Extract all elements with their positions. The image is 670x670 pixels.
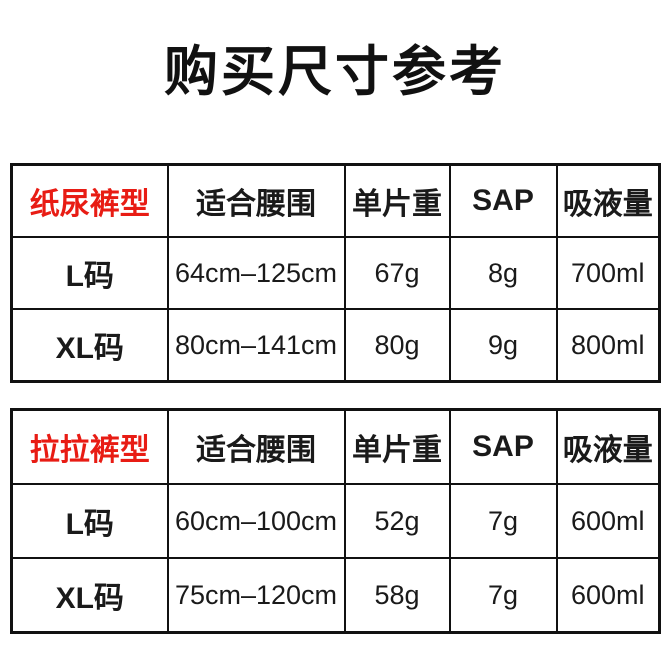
page-title: 购买尺寸参考 [164, 42, 506, 102]
cell-size-label: XL码 [10, 308, 169, 383]
table-row: XL码 80cm–141cm 80g 9g 800ml [10, 308, 661, 383]
cell-absorption: 800ml [555, 308, 661, 383]
cell-piece-weight: 67g [343, 236, 451, 310]
header-sap: SAP [448, 408, 558, 485]
cell-absorption: 600ml [555, 557, 661, 634]
table-header-row: 拉拉裤型 适合腰围 单片重 SAP 吸液量 [10, 408, 661, 485]
header-waist-range: 适合腰围 [166, 163, 346, 238]
cell-size-label: XL码 [10, 557, 169, 634]
table-row: L码 64cm–125cm 67g 8g 700ml [10, 236, 661, 310]
table-row: L码 60cm–100cm 52g 7g 600ml [10, 483, 661, 559]
pullup-type-table: 拉拉裤型 适合腰围 单片重 SAP 吸液量 L码 60cm–100cm 52g … [10, 408, 661, 634]
cell-waist-range: 75cm–120cm [166, 557, 346, 634]
header-sap: SAP [448, 163, 558, 238]
cell-absorption: 600ml [555, 483, 661, 559]
cell-piece-weight: 58g [343, 557, 451, 634]
diaper-type-table: 纸尿裤型 适合腰围 单片重 SAP 吸液量 L码 64cm–125cm 67g … [10, 163, 661, 383]
table-row: XL码 75cm–120cm 58g 7g 600ml [10, 557, 661, 634]
header-piece-weight: 单片重 [343, 408, 451, 485]
cell-waist-range: 80cm–141cm [166, 308, 346, 383]
cell-sap: 9g [448, 308, 558, 383]
cell-size-label: L码 [10, 483, 169, 559]
cell-sap: 7g [448, 483, 558, 559]
header-product-type: 纸尿裤型 [10, 163, 169, 238]
cell-sap: 8g [448, 236, 558, 310]
cell-size-label: L码 [10, 236, 169, 310]
cell-waist-range: 60cm–100cm [166, 483, 346, 559]
header-absorption: 吸液量 [555, 408, 661, 485]
header-waist-range: 适合腰围 [166, 408, 346, 485]
cell-piece-weight: 80g [343, 308, 451, 383]
header-piece-weight: 单片重 [343, 163, 451, 238]
cell-waist-range: 64cm–125cm [166, 236, 346, 310]
cell-absorption: 700ml [555, 236, 661, 310]
table-header-row: 纸尿裤型 适合腰围 单片重 SAP 吸液量 [10, 163, 661, 238]
cell-sap: 7g [448, 557, 558, 634]
cell-piece-weight: 52g [343, 483, 451, 559]
header-product-type: 拉拉裤型 [10, 408, 169, 485]
header-absorption: 吸液量 [555, 163, 661, 238]
